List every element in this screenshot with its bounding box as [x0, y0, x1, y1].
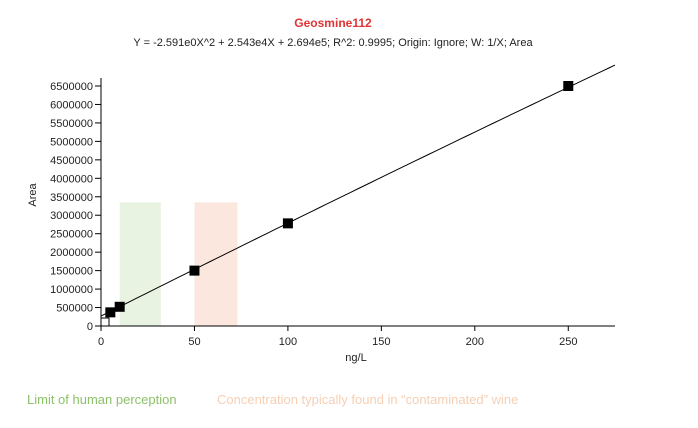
data-markers — [100, 81, 574, 327]
y-tick-label: 3000000 — [50, 210, 93, 222]
x-tick-label: 0 — [98, 336, 104, 348]
data-point — [282, 218, 293, 229]
legend-contaminated-wine: Concentration typically found in “contam… — [217, 392, 518, 407]
x-tick-label: 150 — [372, 336, 390, 348]
x-axis-label: ng/L — [345, 352, 366, 364]
chart-subtitle: Y = -2.591e0X^2 + 2.543e4X + 2.694e5; R^… — [133, 37, 533, 49]
x-tick-label: 250 — [559, 336, 577, 348]
fit-curve — [100, 64, 616, 317]
legend-human-perception: Limit of human perception — [27, 392, 177, 407]
y-tick-label: 2000000 — [50, 247, 93, 259]
y-tick-label: 0 — [87, 321, 93, 333]
data-point — [100, 317, 110, 327]
data-point — [105, 307, 116, 318]
y-tick-label: 500000 — [56, 303, 93, 315]
chart-title: Geosmine112 — [294, 16, 372, 30]
y-axis-ticks: 0 500000 1000000 1500000 2000000 2500000 30000… — [50, 81, 101, 333]
data-point — [189, 265, 200, 276]
y-tick-label: 4000000 — [50, 173, 93, 185]
y-tick-label: 6000000 — [50, 99, 93, 111]
x-axis-ticks: 0 50 100 150 200 250 — [98, 326, 577, 348]
highlight-regions — [119, 202, 238, 326]
y-tick-label: 6500000 — [50, 81, 93, 93]
x-tick-label: 100 — [279, 336, 297, 348]
y-tick-label: 5000000 — [50, 136, 93, 148]
y-tick-label: 4500000 — [50, 155, 93, 167]
highlight-region-2 — [194, 202, 238, 326]
y-tick-label: 1500000 — [50, 266, 93, 278]
data-point — [563, 81, 574, 91]
y-tick-label: 5500000 — [50, 118, 93, 130]
highlight-region-1 — [119, 202, 161, 326]
data-point — [114, 301, 125, 312]
y-tick-label: 3500000 — [50, 192, 93, 204]
y-axis-label: Area — [27, 183, 39, 207]
y-tick-label: 2500000 — [50, 229, 93, 241]
x-tick-label: 200 — [466, 336, 484, 348]
x-tick-label: 50 — [188, 336, 200, 348]
y-tick-label: 1000000 — [50, 284, 93, 296]
